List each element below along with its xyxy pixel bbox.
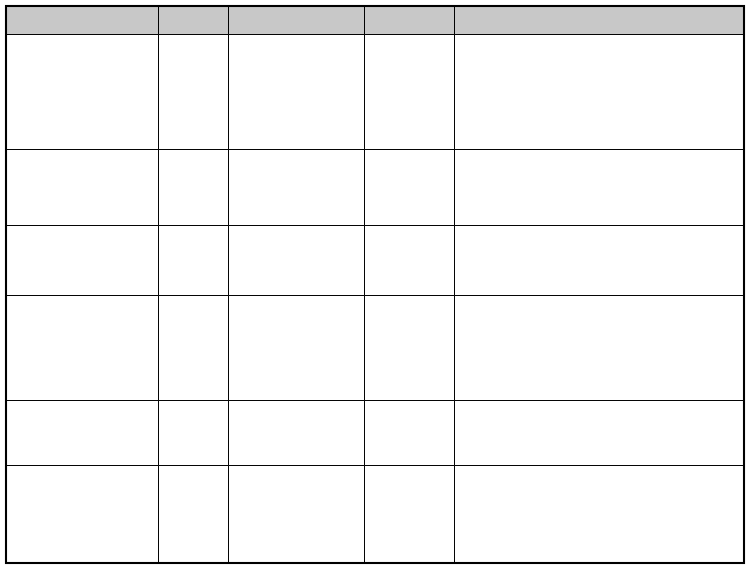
Text: Nơi tổng hợp: Nơi tổng hợp <box>369 13 454 28</box>
Text: SSA: SSA <box>163 230 185 240</box>
Text: Tương bào,
tủy sống: Tương bào, tủy sống <box>369 39 431 63</box>
Text: Gan, ruột: Gan, ruột <box>369 470 422 480</box>
Text: Thể         fibrinogen
(fibrinogen myloisis): Thể fibrinogen (fibrinogen myloisis) <box>11 405 125 429</box>
Text: AFib: AFib <box>163 405 186 415</box>
Text: Apo A1: Apo A1 <box>163 470 202 480</box>
Text: Di truyền
Tổn thương thần kinh ngoại vi, tự chủ, màng
não mềm,
 mắt, hiếm tổn th: Di truyền Tổn thương thần kinh ngoại vi,… <box>459 300 708 353</box>
Text: Thể apolipoprotein A1
(apolipoprotein      A1
amyloisis): Thể apolipoprotein A1 (apolipoprotein A1… <box>11 470 134 507</box>
Text: Di truyền
Tổn thương tim, gan, thận, da, thanh quản, tinh
hoàn: Di truyền Tổn thương tim, gan, thận, da,… <box>459 470 727 508</box>
Text: Tiên phát, gặp 10-15% bệnh nhân đa u tủy
xương
Tổn thương tim, thận, gan, tiêu h: Tiên phát, gặp 10-15% bệnh nhân đa u tủy… <box>459 39 718 103</box>
Text: Biến thể Fibrinogen
chuỗi α: Biến thể Fibrinogen chuỗi α <box>233 405 341 429</box>
Text: Di truyền
Tổn thương thận: Di truyền Tổn thương thận <box>459 405 552 431</box>
Text: Protein tiền nhân: Protein tiền nhân <box>233 13 349 26</box>
Text: Thể hệ thống ở người già
(senile          systemic
amyloisis): Thể hệ thống ở người già (senile systemi… <box>11 230 151 267</box>
Text: Lâm sàng: Lâm sàng <box>459 13 523 26</box>
Text: Thể lg chuỗi nhẹ
(immunoglobulin light
chain amyloidosis): Thể lg chuỗi nhẹ (immunoglobulin light c… <box>11 39 134 75</box>
Text: Biến       thể
apolipoprotein A1: Biến thể apolipoprotein A1 <box>233 470 332 492</box>
Text: Transthyretin tuýt
hoang dã: Transthyretin tuýt hoang dã <box>233 230 332 253</box>
Text: Thể: Thể <box>11 13 35 26</box>
Text: Biến       thể
Transthyretin, >100
gen đột gen: Biến thể Transthyretin, >100 gen đột gen <box>233 300 344 335</box>
Text: Thể TTR (transthyretin
amyloisis): Thể TTR (transthyretin amyloisis) <box>11 300 136 324</box>
Text: Liên quan tuổi (nam, >65 tuổi)
Tổn thương tim tiên phát: Liên quan tuổi (nam, >65 tuổi) Tổn thươn… <box>459 230 632 257</box>
Text: Serum amyloid A: Serum amyloid A <box>233 154 328 164</box>
Text: Viết tắt: Viết tắt <box>163 13 213 26</box>
Text: Gan >90%: Gan >90% <box>369 230 429 240</box>
Text: Gan: Gan <box>369 154 392 164</box>
Text: Gan: Gan <box>369 405 392 415</box>
Text: ATTR: ATTR <box>163 300 190 310</box>
Text: Thể phản ứng (reactive
amyloidosis): Thể phản ứng (reactive amyloidosis) <box>11 154 141 179</box>
Text: Chuỗi nhẹ đơn dòng: Chuỗi nhẹ đơn dòng <box>233 39 346 51</box>
Text: AL: AL <box>163 39 177 49</box>
Text: Thứ phát sau viêm, nhiễm trùng mạn, ung thư
Tổn thương thận, tiêu hóa, gan lách,: Thứ phát sau viêm, nhiễm trùng mạn, ung … <box>459 154 719 194</box>
Text: Gan >90%: Gan >90% <box>369 300 429 310</box>
Text: AA: AA <box>163 154 178 164</box>
